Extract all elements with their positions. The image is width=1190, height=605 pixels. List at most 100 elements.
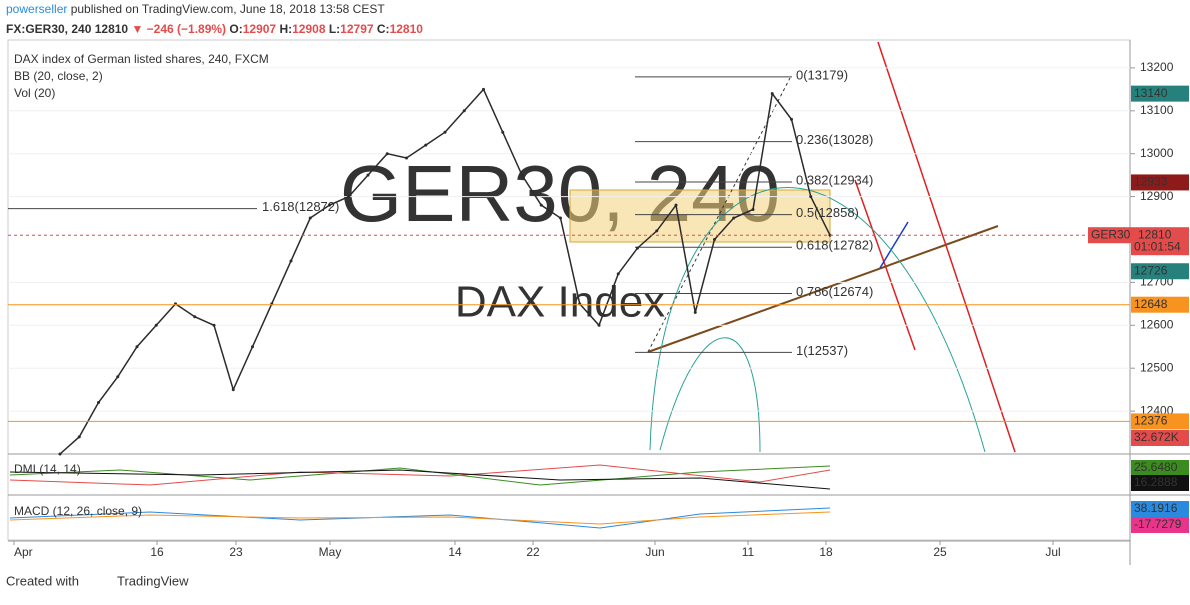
price-point (674, 203, 678, 207)
ohlc-key: L: (329, 22, 340, 36)
price-point (97, 401, 100, 405)
legend-bb: BB (20, close, 2) (14, 69, 103, 83)
footer-created: Created with (6, 573, 79, 588)
symbol: FX:GER30, 240 (6, 22, 92, 36)
y-tick-label: 12900 (1140, 189, 1174, 203)
header-line-2: FX:GER30, 240 12810 ▼ −246 (−1.89%) O:12… (6, 22, 423, 36)
y-tick-label: 12600 (1140, 317, 1174, 331)
price-point (385, 152, 389, 156)
y-tick-label: 13200 (1140, 60, 1174, 74)
price-point (520, 173, 524, 177)
price-point (462, 109, 466, 113)
price-point (809, 195, 813, 199)
price-point (58, 452, 62, 456)
published: published on TradingView.com, June 18, 2… (71, 2, 386, 16)
price-point (289, 259, 293, 263)
x-tick-label: Jun (645, 545, 664, 559)
price-badge (1131, 85, 1189, 102)
ohlc-value: 12907 (243, 22, 277, 36)
x-tick-label: 16 (150, 545, 164, 559)
ohlc-value: 12908 (292, 22, 326, 36)
x-tick-label: 25 (933, 545, 947, 559)
price-badge (1131, 239, 1189, 256)
zone-rectangle (569, 189, 831, 243)
price-point (539, 203, 543, 207)
last: 12810 (95, 22, 129, 36)
fib-label: 0.5(12858) (796, 205, 859, 220)
price-point (366, 173, 370, 177)
price-point (693, 310, 697, 314)
trend-line (647, 225, 999, 353)
price-badge (1131, 174, 1189, 191)
ohlc-key: H: (279, 22, 292, 36)
arrow-down (854, 179, 916, 351)
price-badge-text: 13140 (1134, 86, 1168, 100)
change: ▼ −246 (−1.89%) (131, 22, 226, 36)
indicator-badge-text: -17.7279 (1134, 517, 1182, 531)
legend-main: DAX index of German listed shares, 240, … (14, 52, 269, 66)
y-tick-label: 13000 (1140, 146, 1174, 160)
dmi-minus (9, 464, 831, 486)
indicator-badge (1131, 517, 1189, 533)
price-point (193, 315, 197, 319)
price-badge (1131, 296, 1189, 313)
price-badge (1131, 413, 1189, 430)
fib-label: 0(13179) (796, 67, 848, 82)
price-point (713, 237, 716, 241)
price-point (116, 375, 120, 379)
price-badge-text: 12648 (1134, 297, 1168, 311)
fib-label: 1(12537) (796, 343, 848, 358)
price-point (597, 323, 601, 327)
price-point (616, 272, 620, 276)
price-point (751, 207, 755, 211)
dmi-plus (9, 465, 831, 486)
author: powerseller (6, 2, 67, 16)
price-point (790, 117, 793, 121)
price-point (655, 229, 659, 233)
indicator-badge-text: 16.2888 (1134, 475, 1178, 489)
fib-label: 0.236(13028) (796, 132, 873, 147)
price-badge (1088, 227, 1189, 244)
x-tick-label: Apr (14, 545, 33, 559)
macd-line (9, 507, 831, 529)
price-badge-text: 01:01:54 (1134, 239, 1181, 253)
x-tick-label: 11 (742, 545, 755, 559)
price-point (77, 435, 81, 439)
price-badge (1131, 263, 1189, 280)
arrow-up (879, 221, 909, 269)
x-tick-label: 14 (448, 545, 462, 559)
legend-vol: Vol (20) (14, 86, 55, 100)
price-badge-text: GER30 (1091, 227, 1131, 241)
adx (9, 469, 831, 490)
indicator-badge (1131, 475, 1189, 491)
ohlc: O:12907 H:12908 L:12797 C:12810 (229, 22, 423, 36)
arc (659, 337, 761, 453)
ohlc-value: 12810 (390, 22, 424, 36)
y-tick-label: 12500 (1140, 360, 1174, 374)
fib-label: 1.618(12872) (262, 199, 339, 214)
ohlc-key: O: (229, 22, 242, 36)
price-point (231, 388, 235, 392)
price-point (154, 323, 158, 327)
price-point (636, 246, 639, 250)
x-tick-label: 23 (229, 545, 243, 559)
x-tick-label: Jul (1045, 545, 1060, 559)
price-badge-text: 12726 (1134, 263, 1168, 277)
price-point (212, 323, 216, 327)
price-point (251, 345, 254, 349)
price-point (424, 143, 428, 147)
x-tick-label: 22 (526, 545, 540, 559)
price-point (328, 203, 331, 207)
price-point (308, 216, 312, 220)
price-point (135, 345, 139, 349)
y-tick-label: 13100 (1140, 103, 1174, 117)
indicator-badge (1131, 501, 1189, 517)
indicator-badge (1131, 460, 1189, 476)
price-badge-text: 12376 (1134, 414, 1168, 428)
price-point (732, 216, 736, 220)
x-tick-label: May (319, 545, 342, 559)
price-badge-text: 12933 (1134, 175, 1168, 189)
header-line-1: powerseller published on TradingView.com… (6, 2, 385, 16)
legend-macd: MACD (12, 26, close, 9) (14, 504, 142, 518)
